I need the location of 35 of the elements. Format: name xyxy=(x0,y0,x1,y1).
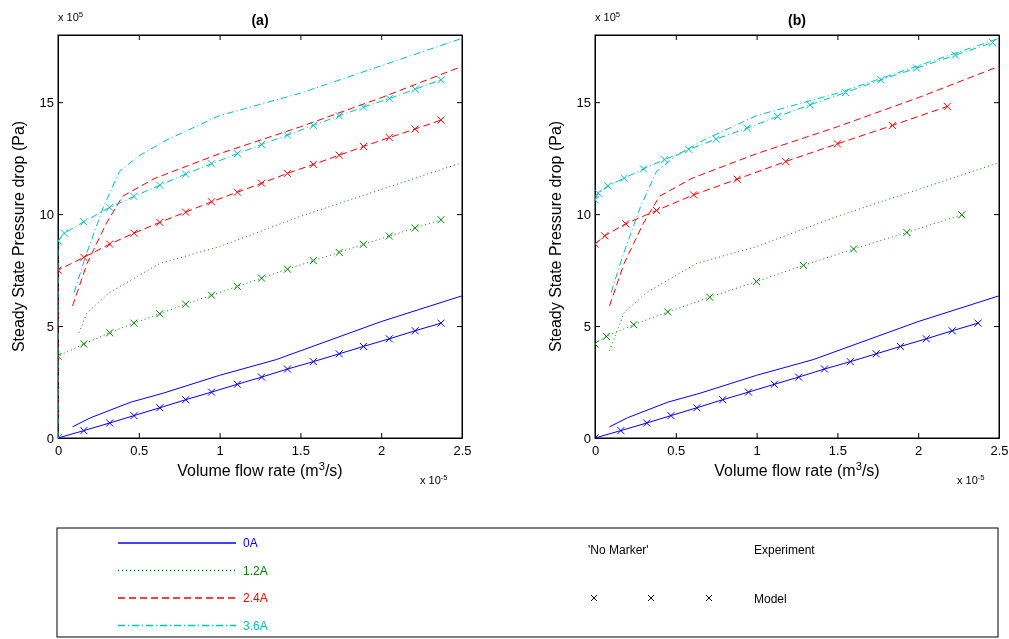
y-tick-label: 5 xyxy=(583,318,591,334)
x-axis-title: Volume flow rate (m$^{3}$/s) xyxy=(714,460,880,479)
x-tick-label: 1.5 xyxy=(291,443,310,459)
text: 'No Marker' xyxy=(588,543,649,557)
x-tick-label: 2.5 xyxy=(990,443,1009,459)
y-tick-label: 10 xyxy=(39,206,54,222)
text: x 10$^{5}$ xyxy=(595,9,621,23)
text: Experiment xyxy=(754,543,816,557)
y-axis-title: Steady State Pressure drop (Pa) xyxy=(10,120,27,353)
x-tick-label: 0.5 xyxy=(130,443,149,459)
x-tick-label: 0.5 xyxy=(667,443,686,459)
x-tick-label: 1.5 xyxy=(828,443,847,459)
chart-title: (a) xyxy=(251,12,269,28)
y-tick-label: 5 xyxy=(46,318,54,334)
y-tick-label: 15 xyxy=(576,94,591,110)
x-axis-title: Volume flow rate (m$^{3}$/s) xyxy=(177,460,343,479)
text: x 10$^{-5}$ xyxy=(420,472,448,486)
x-tick-label: 2.5 xyxy=(453,443,472,459)
y-tick-label: 10 xyxy=(576,206,591,222)
text: x 10$^{5}$ xyxy=(58,9,84,23)
text: x 10$^{-5}$ xyxy=(957,472,985,486)
y-tick-label: 15 xyxy=(39,94,54,110)
text: 2.4A xyxy=(243,591,268,605)
x-tick-label: 2 xyxy=(378,443,386,459)
y-tick-label: 0 xyxy=(46,430,54,446)
x-tick-label: 1 xyxy=(753,443,761,459)
text: 1.2A xyxy=(243,563,268,578)
x-tick-label: 2 xyxy=(915,443,923,459)
x-tick-label: 1 xyxy=(216,443,224,459)
y-axis-title: Steady State Pressure drop (Pa) xyxy=(547,120,564,353)
text: 0A xyxy=(243,536,258,550)
y-tick-label: 0 xyxy=(583,430,591,446)
text: Model xyxy=(754,592,787,606)
text: 3.6A xyxy=(243,618,268,633)
chart-title: (b) xyxy=(788,12,806,28)
